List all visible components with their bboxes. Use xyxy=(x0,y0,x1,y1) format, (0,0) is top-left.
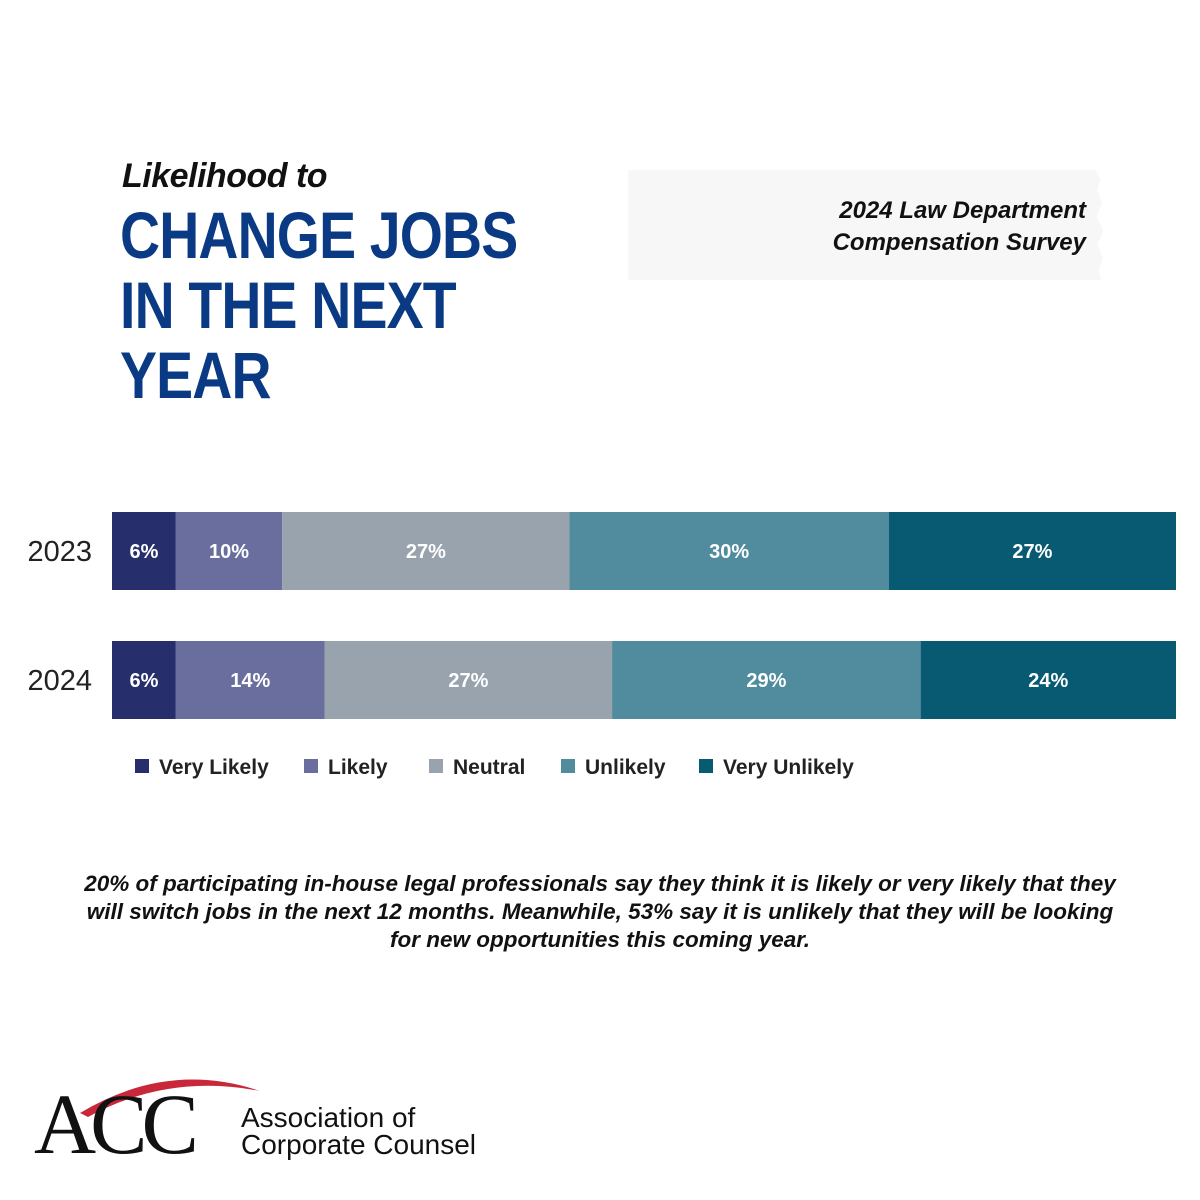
data-label: 27% xyxy=(1012,541,1052,563)
legend-label: Unlikely xyxy=(585,756,666,779)
data-label: 6% xyxy=(129,670,158,692)
legend-swatch xyxy=(699,759,713,773)
bar-segment xyxy=(175,641,325,719)
y-tick-label: 2024 xyxy=(27,665,92,697)
legend-swatch xyxy=(135,759,149,773)
stacked-bar-chart: 2023 6% 10% 27% 30% 27% 2024 6% 14% 27% 29% 24% Very… xyxy=(27,512,1176,779)
legend-label: Likely xyxy=(328,756,388,779)
logo-line-2: Corporate Counsel xyxy=(241,1129,476,1160)
bar-segment xyxy=(112,512,176,590)
data-label: 24% xyxy=(1028,670,1068,692)
survey-note: 2024 Law Department Compensation Survey xyxy=(628,170,1104,280)
bar-segment xyxy=(324,641,613,719)
data-label: 6% xyxy=(129,541,158,563)
data-label: 14% xyxy=(230,670,270,692)
title-line-1: CHANGE JOBS xyxy=(120,198,518,272)
page-title: CHANGE JOBS IN THE NEXT YEAR xyxy=(120,200,557,410)
title-line-3: YEAR xyxy=(120,338,272,412)
bar-segment xyxy=(175,512,283,590)
logo-line-1: Association of xyxy=(241,1102,416,1133)
y-tick-label: 2023 xyxy=(27,536,92,568)
bar-segment xyxy=(612,641,921,719)
bar-segment xyxy=(920,641,1176,719)
legend-swatch xyxy=(304,759,318,773)
bar-segment xyxy=(569,512,889,590)
title-kicker: Likelihood to xyxy=(122,157,328,195)
survey-note-line-1: 2024 Law Department xyxy=(839,197,1086,224)
logo-arc xyxy=(80,1079,260,1117)
legend-label: Very Unlikely xyxy=(723,756,854,779)
survey-note-line-2: Compensation Survey xyxy=(832,229,1086,256)
title-line-2: IN THE NEXT xyxy=(120,268,457,342)
data-label: 27% xyxy=(406,541,446,563)
data-label: 29% xyxy=(746,670,786,692)
data-label: 27% xyxy=(448,670,488,692)
bar-segment xyxy=(112,641,176,719)
data-label: 30% xyxy=(709,541,749,563)
legend-label: Neutral xyxy=(453,756,525,779)
legend-swatch xyxy=(429,759,443,773)
logo-mark: ACC xyxy=(34,1076,194,1165)
chart-caption: 20% of participating in-house legal prof… xyxy=(84,871,1116,952)
bar-segment xyxy=(282,512,570,590)
acc-logo: ACC Association of Corporate Counsel xyxy=(34,1076,476,1165)
legend-swatch xyxy=(561,759,575,773)
data-label: 10% xyxy=(209,541,249,563)
bar-segment xyxy=(888,512,1176,590)
legend-label: Very Likely xyxy=(159,756,269,779)
